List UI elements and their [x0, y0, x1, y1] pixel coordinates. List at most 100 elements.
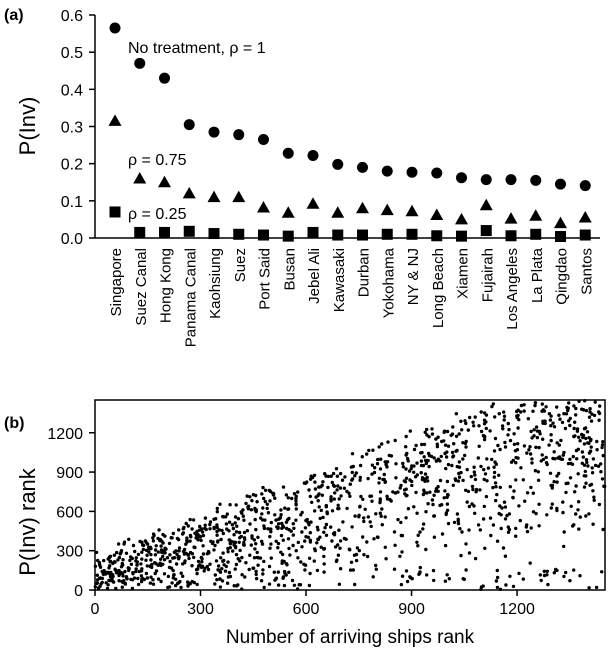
scatter-point	[291, 522, 295, 526]
scatter-point	[594, 585, 599, 590]
scatter-point	[245, 494, 249, 498]
scatter-point	[425, 491, 429, 495]
scatter-point	[536, 470, 540, 474]
scatter-point	[418, 565, 422, 570]
scatter-point	[493, 460, 497, 464]
scatter-point	[144, 571, 149, 576]
scatter-point	[201, 552, 206, 556]
scatter-point	[116, 542, 121, 546]
scatter-point	[495, 575, 500, 580]
scatter-point	[134, 556, 138, 560]
scatter-point	[535, 435, 540, 440]
circle-marker	[357, 161, 368, 173]
scatter-point	[195, 571, 199, 576]
scatter-point	[418, 571, 422, 575]
scatter-point	[198, 524, 202, 529]
scatter-point	[533, 469, 538, 473]
scatter-point	[313, 480, 317, 484]
scatter-point	[552, 450, 556, 454]
scatter-point	[405, 451, 409, 456]
scatter-point	[287, 516, 291, 521]
scatter-point	[167, 585, 172, 589]
scatter-point	[528, 452, 533, 456]
scatter-point	[502, 410, 506, 414]
square-marker	[406, 228, 418, 240]
scatter-point	[309, 474, 313, 478]
scatter-point	[300, 530, 304, 534]
scatter-point	[305, 517, 309, 522]
scatter-point	[497, 511, 501, 516]
scatter-point	[222, 558, 226, 563]
panel-b-x-tick-label: 1200	[499, 601, 535, 618]
scatter-point	[219, 537, 223, 542]
scatter-point	[459, 553, 463, 558]
scatter-point	[590, 412, 594, 416]
scatter-point	[494, 579, 499, 583]
scatter-point	[541, 457, 546, 462]
scatter-point	[246, 504, 251, 508]
scatter-point	[400, 533, 405, 538]
scatter-point	[143, 539, 148, 543]
scatter-point	[119, 565, 124, 569]
scatter-point	[268, 546, 272, 550]
scatter-point	[537, 445, 541, 450]
square-marker	[282, 230, 294, 242]
scatter-point	[552, 480, 556, 484]
scatter-point	[381, 477, 385, 482]
scatter-point	[377, 476, 382, 480]
scatter-point	[425, 475, 429, 480]
scatter-point	[294, 494, 298, 498]
scatter-point	[279, 513, 283, 517]
scatter-point	[412, 505, 416, 509]
panel-a-x-tick-label: Suez Canal	[133, 248, 150, 326]
scatter-point	[547, 443, 551, 447]
scatter-point	[200, 530, 205, 534]
scatter-point	[144, 558, 148, 562]
scatter-point	[280, 559, 284, 563]
scatter-point	[598, 404, 602, 408]
scatter-point	[399, 483, 403, 488]
scatter-point	[233, 521, 237, 525]
circle-marker	[307, 149, 319, 161]
scatter-point	[464, 439, 468, 444]
scatter-point	[95, 573, 100, 577]
scatter-point	[366, 515, 370, 519]
scatter-point	[231, 526, 236, 531]
triangle-marker	[529, 209, 543, 221]
scatter-point	[234, 503, 238, 507]
scatter-point	[569, 504, 573, 508]
scatter-point	[442, 430, 446, 434]
scatter-point	[494, 485, 498, 489]
scatter-point	[276, 583, 281, 587]
scatter-point	[343, 475, 347, 479]
scatter-point	[157, 528, 161, 532]
scatter-point	[307, 523, 311, 527]
scatter-point	[341, 520, 345, 524]
scatter-point	[127, 568, 131, 573]
scatter-point	[316, 499, 320, 503]
scatter-point	[549, 433, 553, 437]
scatter-point	[472, 470, 476, 474]
scatter-point	[463, 453, 467, 458]
scatter-point	[98, 584, 102, 588]
scatter-point	[495, 568, 499, 573]
scatter-point	[372, 537, 376, 541]
scatter-point	[457, 471, 461, 476]
scatter-point	[444, 455, 449, 459]
scatter-point	[321, 480, 325, 484]
scatter-point	[564, 412, 569, 416]
scatter-point	[389, 499, 393, 503]
circle-marker	[233, 129, 245, 141]
scatter-point	[283, 571, 287, 576]
square-marker	[456, 230, 467, 242]
scatter-point	[418, 530, 422, 534]
scatter-point	[98, 565, 103, 569]
scatter-point	[582, 463, 587, 467]
scatter-point	[236, 557, 240, 561]
scatter-point	[592, 495, 596, 499]
triangle-marker	[281, 206, 295, 218]
scatter-point	[419, 451, 423, 455]
scatter-point	[405, 456, 410, 461]
series-label-rho-075: ρ = 0.75	[128, 152, 187, 169]
scatter-point	[182, 552, 187, 556]
